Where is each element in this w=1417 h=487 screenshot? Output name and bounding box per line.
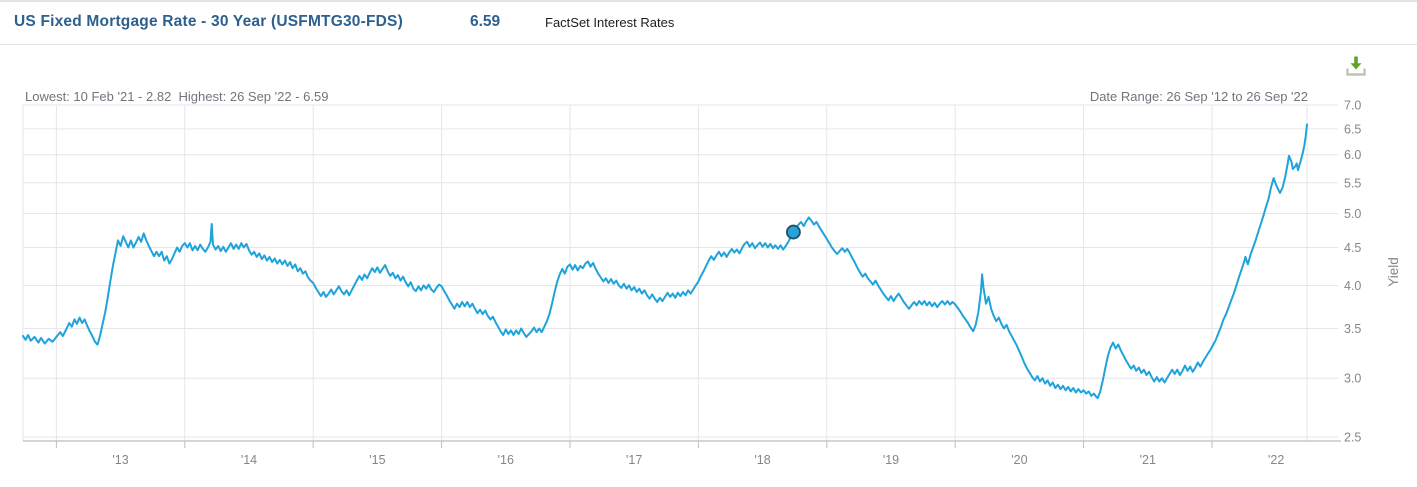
date-range-annotation: Date Range: 26 Sep '12 to 26 Sep '22 (1089, 89, 1308, 104)
x-tick-label: '17 (626, 453, 642, 467)
x-tick-label: '14 (241, 453, 257, 467)
y-tick-label: 3.5 (1344, 322, 1361, 336)
x-tick-label: '15 (369, 453, 385, 467)
x-tick-label: '21 (1140, 453, 1156, 467)
x-tick-label: '13 (112, 453, 128, 467)
yield-line-series (22, 123, 1308, 400)
chart-header: US Fixed Mortgage Rate - 30 Year (USFMTG… (0, 2, 1417, 45)
y-tick-label: 6.0 (1344, 148, 1361, 162)
chart-title: US Fixed Mortgage Rate - 30 Year (USFMTG… (14, 13, 403, 30)
y-tick-label: 4.0 (1344, 279, 1361, 293)
download-icon (1345, 56, 1367, 82)
y-tick-label: 2.5 (1344, 431, 1361, 445)
y-axis-title: Yield (1386, 257, 1401, 287)
window-top-edge (0, 0, 1417, 2)
y-tick-label: 3.0 (1344, 372, 1361, 386)
x-tick-label: '18 (754, 453, 770, 467)
last-value: 6.59 (470, 13, 501, 30)
x-tick-label: '22 (1268, 453, 1284, 467)
y-tick-label: 4.5 (1344, 241, 1361, 255)
data-point-marker (786, 224, 801, 240)
y-tick-label: 6.5 (1344, 122, 1361, 136)
x-tick-label: '20 (1011, 453, 1027, 467)
min-max-annotation: Lowest: 10 Feb '21 - 2.82 Highest: 26 Se… (25, 89, 328, 104)
download-button[interactable] (1344, 55, 1368, 81)
lowest-annotation: Lowest: 10 Feb '21 - 2.82 (25, 89, 172, 104)
data-source-label: FactSet Interest Rates (545, 15, 675, 30)
x-tick-label: '19 (883, 453, 899, 467)
y-tick-label: 5.5 (1344, 176, 1361, 190)
highest-annotation: Highest: 26 Sep '22 - 6.59 (178, 89, 329, 104)
x-tick-label: '16 (498, 453, 514, 467)
y-tick-label: 7.0 (1344, 99, 1361, 113)
y-tick-label: 5.0 (1344, 207, 1361, 221)
